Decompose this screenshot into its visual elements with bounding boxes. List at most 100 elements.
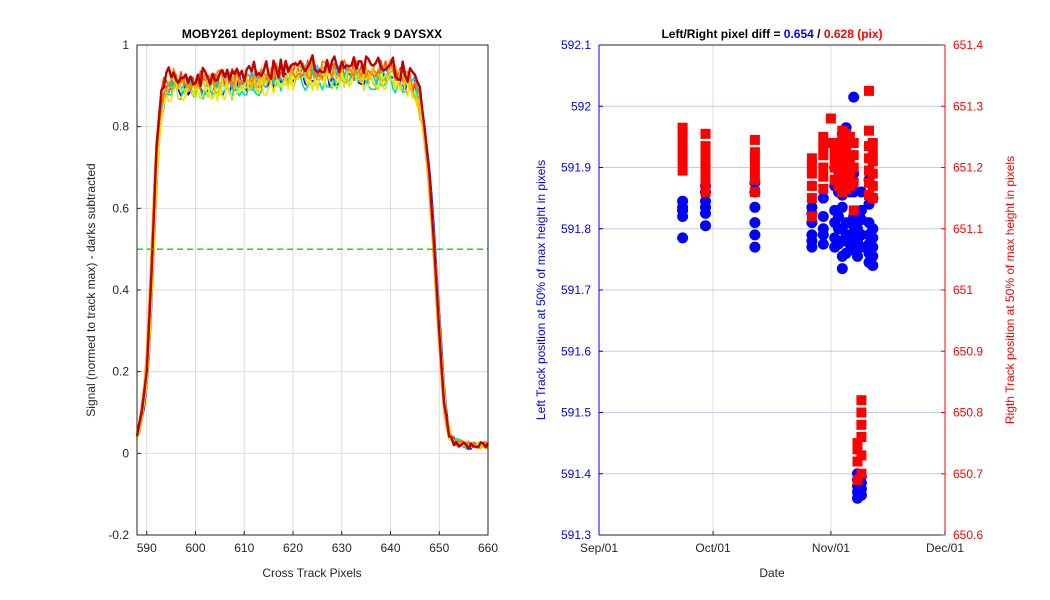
right-track-point bbox=[818, 150, 829, 161]
right-left-y-axis-label: Left Track position at 50% of max height… bbox=[534, 160, 548, 420]
right-left-y-tick-label: 591.8 bbox=[561, 222, 591, 236]
right-x-tick-label: Nov/01 bbox=[812, 541, 850, 555]
left-y-axis-label: Signal (normed to track max) - darks sub… bbox=[84, 163, 98, 416]
right-track-point bbox=[806, 159, 817, 170]
right-track-point bbox=[677, 138, 688, 148]
right-track-point bbox=[829, 174, 840, 185]
right-track-point bbox=[867, 138, 878, 148]
right-track-point bbox=[856, 407, 867, 418]
right-track-point bbox=[867, 193, 878, 204]
left-x-tick-label: 600 bbox=[185, 541, 205, 555]
right-track-point bbox=[848, 162, 859, 173]
left-track-point bbox=[855, 229, 867, 241]
right-track-point bbox=[700, 150, 711, 161]
left-track-point bbox=[817, 238, 829, 250]
left-x-axis-label: Cross Track Pixels bbox=[262, 566, 361, 580]
right-track-point bbox=[856, 450, 867, 461]
right-track-point bbox=[852, 474, 863, 485]
right-title-separator: / bbox=[814, 27, 824, 41]
right-track-point bbox=[818, 183, 829, 194]
right-track-point bbox=[856, 395, 867, 406]
left-y-tick-label: 1 bbox=[122, 38, 129, 52]
right-chart-title: Left/Right pixel diff = 0.654 / 0.628 (p… bbox=[661, 27, 882, 41]
right-right-y-tick-label: 650.6 bbox=[953, 528, 983, 542]
right-track-point bbox=[864, 85, 874, 96]
right-track-point bbox=[806, 180, 817, 191]
right-left-y-tick-label: 591.5 bbox=[561, 406, 591, 420]
left-track-point bbox=[867, 260, 879, 271]
right-track-point bbox=[825, 113, 836, 124]
left-track-point bbox=[817, 192, 829, 204]
right-track-point bbox=[749, 174, 760, 185]
left-y-tick-label: 0 bbox=[122, 446, 129, 460]
left-track-point bbox=[749, 201, 761, 213]
left-x-tick-label: 610 bbox=[234, 541, 254, 555]
right-track-point bbox=[700, 168, 711, 179]
left-x-tick-label: 630 bbox=[332, 541, 352, 555]
left-track-point bbox=[867, 250, 879, 262]
right-track-point bbox=[677, 122, 688, 133]
right-track-point bbox=[749, 165, 760, 176]
right-scatter-chart: Sep/01 Oct/01 Nov/01 Dec/01 591.3 591.4 591.5… bbox=[534, 27, 1017, 580]
right-track-point bbox=[848, 150, 859, 161]
left-y-tick-label: -0.2 bbox=[108, 528, 129, 542]
right-track-point bbox=[700, 128, 711, 139]
right-right-y-ticks: 650.6 650.7 650.8 650.9 651 651.1 651.2 651.3 65… bbox=[941, 38, 983, 542]
right-track-point bbox=[806, 153, 817, 164]
left-track-point bbox=[817, 223, 829, 235]
left-y-tick-label: 0.4 bbox=[112, 283, 129, 297]
left-track-point bbox=[700, 195, 711, 207]
right-track-point bbox=[749, 134, 760, 145]
right-x-tick-label: Oct/01 bbox=[695, 541, 731, 555]
left-x-tick-label: 620 bbox=[283, 541, 303, 555]
right-left-y-tick-label: 591.4 bbox=[561, 467, 591, 481]
right-left-y-tick-label: 591.6 bbox=[561, 344, 591, 358]
right-right-y-tick-label: 651.4 bbox=[953, 38, 983, 52]
right-track-point bbox=[829, 138, 840, 148]
right-title-left-value: 0.654 bbox=[784, 27, 814, 41]
right-track-point bbox=[848, 138, 859, 148]
right-track-point bbox=[867, 147, 878, 158]
left-chart-title: MOBY261 deployment: BS02 Track 9 DAYSXX bbox=[182, 27, 442, 41]
right-track-point bbox=[749, 187, 760, 197]
right-track-point bbox=[677, 156, 688, 167]
right-track-point bbox=[856, 468, 867, 479]
right-track-point bbox=[806, 211, 817, 222]
right-track-point bbox=[749, 156, 760, 167]
right-track-point bbox=[806, 193, 817, 204]
left-x-tick-label: 650 bbox=[429, 541, 449, 555]
left-track-point bbox=[817, 211, 829, 222]
right-track-point bbox=[867, 168, 878, 179]
right-track-point bbox=[844, 168, 855, 179]
left-x-ticks: 590 600 610 620 630 640 650 660 bbox=[137, 531, 498, 555]
left-x-tick-label: 640 bbox=[380, 541, 400, 555]
left-trace-1-line bbox=[135, 54, 490, 451]
right-track-point bbox=[818, 131, 829, 142]
left-track-point bbox=[749, 229, 761, 241]
left-track-point bbox=[867, 241, 879, 253]
right-track-point bbox=[818, 162, 829, 173]
right-track-point bbox=[837, 177, 848, 188]
right-track-point bbox=[856, 432, 867, 442]
right-track-point bbox=[677, 165, 688, 176]
right-track-point bbox=[841, 144, 852, 155]
left-track-point bbox=[836, 263, 848, 275]
left-track-point bbox=[749, 241, 761, 253]
right-scatter-points bbox=[677, 85, 879, 504]
left-profile-lines bbox=[135, 54, 490, 451]
right-track-point bbox=[700, 141, 711, 152]
left-track-point bbox=[833, 211, 844, 222]
right-track-point bbox=[864, 125, 874, 136]
right-title-suffix: (pix) bbox=[854, 27, 883, 41]
left-track-point bbox=[806, 229, 818, 241]
right-track-point bbox=[700, 177, 711, 188]
right-right-y-tick-label: 651.3 bbox=[953, 99, 983, 113]
left-y-tick-label: 0.6 bbox=[112, 201, 129, 215]
right-x-tick-label: Sep/01 bbox=[580, 541, 618, 555]
right-track-point bbox=[818, 141, 829, 152]
right-title-prefix: Left/Right pixel diff = bbox=[661, 27, 783, 41]
right-track-point bbox=[700, 159, 711, 170]
right-track-point bbox=[818, 171, 829, 182]
right-track-point bbox=[852, 438, 863, 449]
